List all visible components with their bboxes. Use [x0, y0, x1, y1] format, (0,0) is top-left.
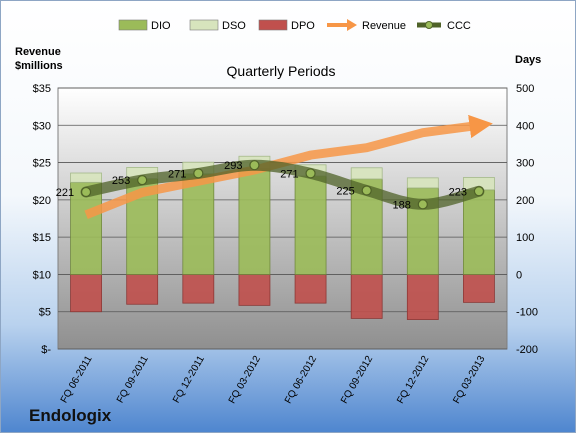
legend-swatch-dpo — [258, 19, 288, 31]
ccc-point — [249, 160, 260, 171]
dpo-bar — [126, 274, 159, 305]
left-tick-label: $10 — [33, 269, 51, 281]
dio-bar — [238, 167, 271, 275]
ccc-data-label: 271 — [168, 168, 186, 180]
right-axis-title: Days — [515, 54, 541, 66]
dpo-bar — [70, 274, 102, 313]
left-tick-label: $30 — [33, 120, 51, 132]
right-tick-label: 100 — [516, 232, 534, 244]
category-label: FQ 06-2011 — [59, 354, 95, 405]
category-label: FQ 06-2012 — [283, 354, 319, 406]
right-tick-label: 500 — [516, 83, 534, 95]
chart-title: Quarterly Periods — [227, 63, 336, 79]
legend-label-dso: DSO — [222, 20, 246, 32]
dpo-bar — [406, 274, 439, 320]
left-tick-label: $35 — [33, 83, 51, 95]
legend-swatch-dio — [118, 19, 148, 31]
ccc-point — [473, 186, 485, 197]
category-label: FQ 03-2012 — [227, 354, 263, 406]
right-tick-label: 200 — [516, 195, 534, 207]
legend-label-ccc: CCC — [447, 20, 471, 32]
ccc-data-label: 223 — [449, 186, 467, 198]
ccc-point — [193, 168, 204, 179]
ccc-point — [361, 185, 372, 196]
legend-label-dpo: DPO — [291, 20, 315, 32]
dpo-bar — [238, 274, 271, 306]
legend-swatch-revenue-head — [347, 19, 357, 31]
right-tick-label: -100 — [516, 307, 538, 319]
left-tick-label: $5 — [39, 307, 51, 319]
right-tick-label: 300 — [516, 158, 534, 170]
ccc-data-label: 271 — [280, 168, 298, 180]
ccc-point — [80, 186, 92, 198]
category-label: FQ 12-2012 — [395, 354, 431, 406]
dso-bar — [406, 177, 439, 189]
ccc-data-label: 221 — [56, 187, 74, 199]
legend-swatch-ccc-dot — [425, 21, 433, 29]
dio-bar — [294, 175, 327, 275]
legend-swatch-dso — [189, 19, 219, 31]
ccc-point — [137, 174, 148, 186]
ccc-data-label: 253 — [112, 175, 130, 187]
legend-label-dio: DIO — [151, 20, 171, 32]
left-tick-label: $20 — [33, 195, 51, 207]
category-label: FQ 09-2012 — [339, 354, 375, 406]
category-label: FQ 03-2013 — [451, 354, 487, 406]
company-name: Endologix — [29, 406, 112, 425]
dpo-bar — [463, 274, 495, 303]
ccc-data-label: 188 — [392, 199, 410, 211]
ccc-point — [305, 168, 316, 179]
left-axis-title: $millions — [15, 60, 63, 72]
dso-bar — [70, 172, 102, 183]
left-tick-label: $25 — [33, 158, 51, 170]
dpo-bar — [350, 274, 383, 319]
ccc-data-label: 293 — [224, 160, 242, 172]
dpo-bar — [182, 274, 215, 304]
dio-bar — [182, 173, 215, 275]
left-tick-label: $- — [41, 344, 51, 356]
right-tick-label: 0 — [516, 269, 522, 281]
dio-bar — [70, 181, 102, 275]
category-label: FQ 09-2011 — [115, 354, 151, 405]
category-label: FQ 12-2011 — [171, 354, 207, 405]
dpo-bar — [294, 274, 327, 304]
right-tick-label: -200 — [516, 344, 538, 356]
right-tick-label: 400 — [516, 120, 534, 132]
dso-bar — [350, 167, 383, 180]
legend-label-revenue: Revenue — [362, 20, 406, 32]
left-axis-title: Revenue — [15, 46, 61, 58]
dio-bar — [463, 189, 495, 275]
left-tick-label: $15 — [33, 232, 51, 244]
ccc-data-label: 225 — [336, 186, 354, 198]
ccc-point — [417, 199, 428, 210]
